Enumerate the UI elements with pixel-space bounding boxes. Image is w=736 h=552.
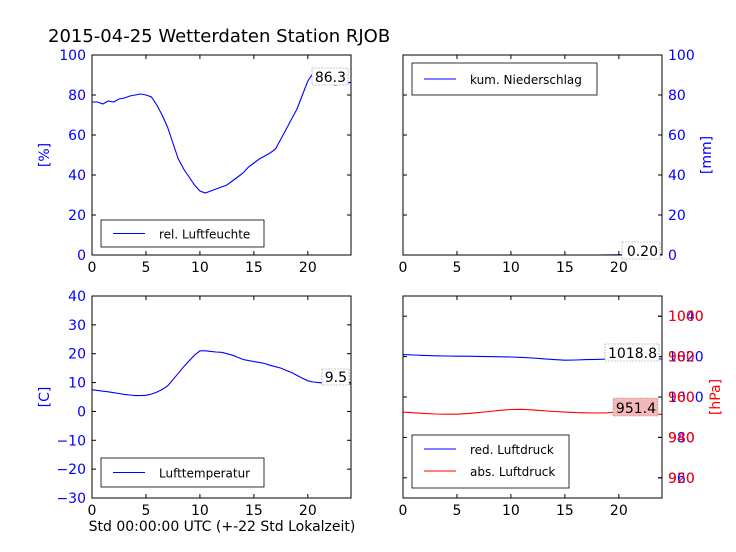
y-tick-label: 0 [77, 248, 86, 264]
x-tick-label: 20 [610, 260, 628, 276]
x-tick-label: 5 [452, 260, 461, 276]
x-tick-label: 10 [191, 503, 209, 519]
legend-label: Lufttemperatur [159, 467, 250, 481]
x-tick-label: 10 [502, 503, 520, 519]
x-tick-label: 20 [299, 260, 317, 276]
y-axis-label: [mm] [699, 136, 715, 174]
x-tick-label: 5 [141, 260, 150, 276]
legend-label: red. Luftdruck [470, 443, 554, 457]
x-tick-label: 10 [191, 260, 209, 276]
last-value-label: 86.3 [315, 70, 346, 86]
series-line-1 [91, 350, 351, 397]
last-value-label: 951.4 [616, 401, 656, 417]
x-axis-label: Std 00:00:00 UTC (+-22 Std Lokalzeit) [89, 519, 356, 535]
plot-frame [402, 54, 663, 256]
figure-title: 2015-04-25 Wetterdaten Station RJOB [48, 26, 391, 47]
x-tick-label: 10 [502, 260, 520, 276]
y-tick-label: 60 [68, 128, 86, 144]
x-tick-label: 15 [556, 503, 574, 519]
plot-frame [91, 295, 352, 499]
legend-box [411, 434, 570, 489]
value-label-box [604, 343, 660, 362]
y-right-tick-label: 940 [668, 430, 695, 446]
y-tick-label: 1000 [668, 390, 704, 406]
y-tick-label: 0 [668, 248, 677, 264]
last-value-label: 1018.8 [608, 346, 657, 362]
x-tick-label: 0 [399, 260, 408, 276]
y-tick-label: 980 [668, 430, 695, 446]
y-tick-label: 1040 [668, 309, 704, 325]
y-tick-label: 10 [68, 376, 86, 392]
y-tick-label: 40 [668, 168, 686, 184]
temperature-panel: 0 5 10 15 20 −30 −20 −10 0 10 20 30 40 [C] Lufttempera… [37, 289, 352, 519]
y-axis-label: [%] [37, 143, 53, 167]
value-label-box [612, 397, 659, 417]
y-tick-label: −10 [56, 433, 86, 449]
precipitation-panel: 0 5 10 15 20 0 20 40 60 80 100 [mm] kum. Niederschla… [399, 48, 715, 276]
x-tick-label: 20 [299, 503, 317, 519]
pressure-panel: 0 5 10 15 20 960 980 1000 1020 1040 920 940 960 980 10… [399, 295, 724, 519]
y-tick-label: 1020 [668, 350, 704, 366]
x-tick-label: 15 [245, 260, 263, 276]
y-tick-label: 20 [68, 347, 86, 363]
plot-frame [91, 54, 352, 256]
legend-label: rel. Luftfeuchte [159, 228, 250, 242]
y-tick-label: 960 [668, 471, 695, 487]
y-right-tick-label: 1000 [668, 309, 704, 325]
humidity-panel: 0 5 10 15 20 0 20 40 60 80 100 [%] rel. Luftfeuchte 8… [37, 48, 352, 276]
y-tick-label: −30 [56, 491, 86, 507]
y-right-tick-label: 980 [668, 350, 695, 366]
y-tick-label: 40 [68, 168, 86, 184]
y-axis-label: [C] [37, 387, 53, 408]
y-tick-label: 40 [68, 289, 86, 305]
y-tick-label: 60 [668, 128, 686, 144]
value-label-box [311, 67, 349, 86]
series-line-1 [92, 72, 352, 194]
x-tick-label: 15 [245, 503, 263, 519]
y-axis-label: [hPa] [708, 379, 724, 415]
x-tick-label: 5 [452, 503, 461, 519]
y-tick-label: −20 [56, 462, 86, 478]
y-tick-label: 20 [668, 208, 686, 224]
y-right-tick-label: 920 [668, 471, 695, 487]
legend-label: kum. Niederschlag [470, 73, 582, 87]
legend-label: abs. Luftdruck [470, 465, 555, 479]
x-tick-label: 5 [141, 503, 150, 519]
value-label-box [321, 368, 350, 386]
x-tick-label: 20 [610, 503, 628, 519]
y-tick-label: 100 [668, 48, 695, 64]
y-tick-label: 80 [668, 88, 686, 104]
y-tick-label: 80 [68, 88, 86, 104]
x-tick-label: 15 [556, 260, 574, 276]
last-value-label: 9.5 [325, 370, 347, 386]
last-value-label: 0.20 [627, 244, 658, 260]
x-tick-label: 0 [88, 503, 97, 519]
x-tick-label: 0 [88, 260, 97, 276]
y-tick-label: 0 [77, 404, 86, 420]
y-tick-label: 30 [68, 318, 86, 334]
value-label-box [621, 241, 661, 260]
x-tick-label: 0 [399, 503, 408, 519]
y-tick-label: 20 [68, 208, 86, 224]
y-tick-label: 100 [59, 48, 86, 64]
y-right-tick-label: 960 [668, 390, 695, 406]
